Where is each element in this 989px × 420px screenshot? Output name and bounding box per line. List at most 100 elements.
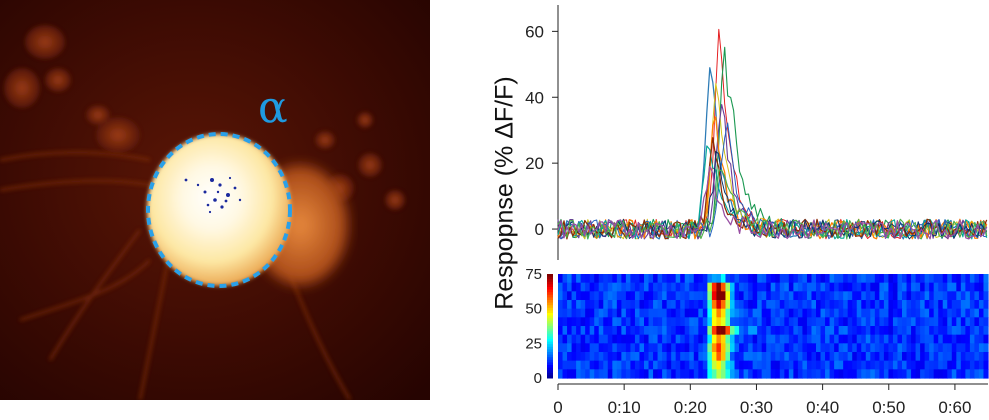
heatmap-cell — [793, 360, 799, 370]
heatmap-cell — [942, 291, 948, 301]
heatmap-cell — [852, 300, 858, 310]
heatmap-cell — [698, 360, 704, 370]
heatmap-cell — [924, 326, 930, 336]
heatmap-cell — [816, 360, 822, 370]
heatmap-cell — [585, 326, 591, 336]
heatmap-cell — [730, 343, 736, 353]
heatmap-cell — [861, 282, 867, 292]
heatmap-cell — [621, 291, 627, 301]
heatmap-cell — [707, 360, 713, 370]
heatmap-cell — [743, 291, 749, 301]
heatmap-cell — [820, 334, 826, 344]
heatmap-cell — [784, 369, 790, 379]
heatmap-cell — [702, 334, 708, 344]
heatmap-cell — [657, 291, 663, 301]
heatmap-cell — [933, 300, 939, 310]
heatmap-cell — [911, 282, 917, 292]
heatmap-cell — [883, 300, 890, 310]
heatmap-cell — [634, 334, 641, 344]
heatmap-cell — [820, 369, 826, 379]
heatmap-cell — [707, 352, 713, 362]
heatmap-cell — [951, 274, 957, 284]
heatmap-cell — [648, 360, 654, 370]
heatmap-cell — [675, 308, 681, 318]
heatmap-cell — [739, 274, 745, 284]
heatmap-cell — [684, 326, 690, 336]
heatmap-cell — [594, 282, 600, 292]
heatmap-cell — [974, 334, 980, 344]
heatmap-cell — [680, 282, 686, 292]
heatmap-cell — [707, 300, 713, 310]
heatmap-cell — [847, 369, 853, 379]
heatmap-cell — [802, 352, 808, 362]
colorbar-tick-label: 0 — [534, 370, 542, 387]
heatmap-cell — [725, 343, 731, 353]
heatmap-cell — [874, 291, 880, 301]
heatmap-cell — [698, 343, 704, 353]
heatmap-cell — [702, 326, 708, 336]
heatmap-cell — [653, 343, 659, 353]
y-tick-label: 40 — [525, 88, 544, 107]
heatmap-cell — [730, 300, 736, 310]
heatmap-cell — [969, 326, 976, 336]
heatmap-cell — [888, 369, 894, 379]
colorbar-segment — [547, 294, 553, 298]
colorbar-segment — [547, 341, 553, 345]
heatmap-cell — [938, 282, 944, 292]
colorbar-tick-label: 50 — [525, 301, 542, 318]
heatmap-cell — [567, 343, 573, 353]
heatmap-cell — [612, 317, 618, 327]
heatmap-cell — [784, 352, 790, 362]
heatmap-cell — [716, 282, 722, 292]
heatmap-cell — [752, 360, 758, 370]
heatmap-cell — [965, 369, 971, 379]
heatmap-cell — [589, 274, 595, 284]
heatmap-cell — [752, 282, 758, 292]
heatmap-cell — [825, 326, 831, 336]
heatmap-cell — [766, 291, 772, 301]
heatmap-cell — [711, 369, 718, 379]
heatmap-cell — [883, 326, 890, 336]
heatmap-cell — [811, 343, 817, 353]
heatmap-cell — [634, 282, 641, 292]
heatmap-cell — [761, 369, 767, 379]
heatmap-cell — [625, 308, 632, 318]
heatmap-cell — [969, 282, 976, 292]
heatmap-cell — [657, 274, 663, 284]
heatmap-cell — [960, 334, 966, 344]
heatmap-cell — [938, 274, 944, 284]
heatmap-cell — [852, 326, 858, 336]
heatmap-cell — [752, 326, 758, 336]
heatmap-cell — [734, 352, 740, 362]
heatmap-cell — [634, 369, 641, 379]
heatmap-cell — [802, 282, 808, 292]
heatmap-cell — [788, 326, 794, 336]
heatmap-cell — [689, 308, 695, 318]
heatmap-cell — [920, 334, 926, 344]
heatmap-cell — [567, 308, 573, 318]
heatmap-cell — [616, 274, 622, 284]
heatmap-cell — [748, 326, 754, 336]
heatmap-cell — [680, 308, 686, 318]
heatmap-cell — [897, 334, 903, 344]
heatmap-cell — [707, 343, 713, 353]
heatmap-cell — [680, 300, 686, 310]
heatmap-cell — [874, 282, 880, 292]
colorbar-segment — [547, 302, 553, 306]
colorbar-segment — [547, 292, 553, 296]
heatmap-cell — [684, 274, 690, 284]
heatmap-cell — [612, 360, 618, 370]
heatmap-cell — [639, 300, 645, 310]
heatmap-cell — [739, 282, 745, 292]
colorbar-segment — [547, 313, 553, 317]
heatmap-cell — [621, 360, 627, 370]
heatmap-cell — [956, 352, 962, 362]
heatmap-cell — [616, 291, 622, 301]
heatmap-cell — [752, 343, 758, 353]
heatmap-cell — [983, 291, 989, 301]
heatmap-cell — [911, 317, 917, 327]
heatmap-cell — [585, 274, 591, 284]
heatmap-cell — [603, 343, 609, 353]
heatmap-cell — [816, 352, 822, 362]
heatmap-cell — [576, 274, 582, 284]
